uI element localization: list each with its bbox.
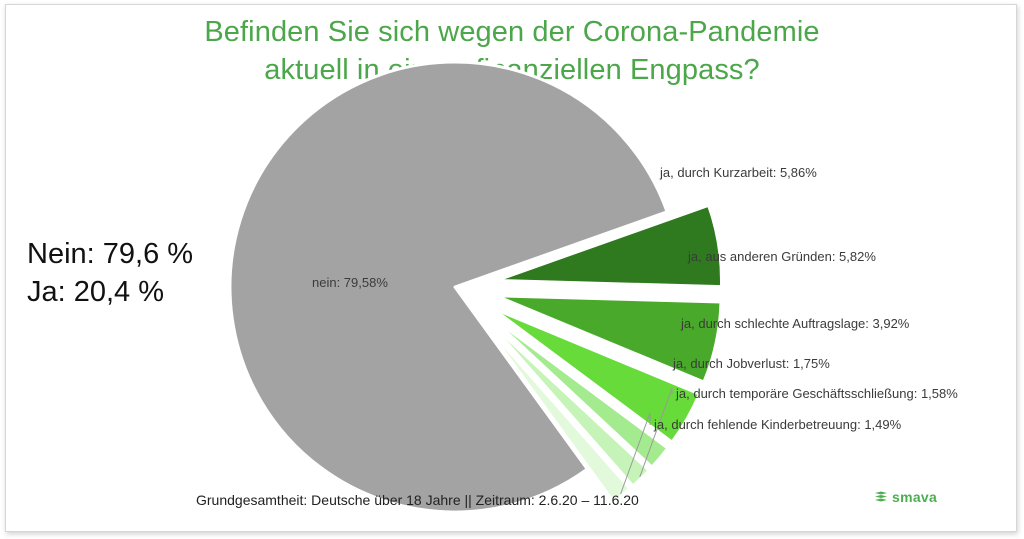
slice-label-kurzarbeit: ja, durch Kurzarbeit: 5,86% bbox=[659, 165, 817, 180]
pie-slice-andere_gruende bbox=[494, 294, 723, 384]
chart-title-line-1: Befinden Sie sich wegen der Corona-Pande… bbox=[204, 16, 820, 48]
pie-slices bbox=[228, 60, 723, 514]
brand-logo: smava bbox=[874, 489, 937, 505]
pie-slice-geschaeftsschliessung bbox=[482, 315, 651, 488]
pie-slice-jobverlust bbox=[485, 312, 670, 469]
pie-slice-kurzarbeit bbox=[494, 203, 723, 289]
pie-slice-kinderbetreuung bbox=[479, 318, 632, 504]
slice-label-auftragslage: ja, durch schlechte Auftragslage: 3,92% bbox=[680, 316, 910, 331]
slice-label-kinderbetreuung: ja, durch fehlende Kinderbetreuung: 1,49… bbox=[653, 417, 902, 432]
pie-slice-nein bbox=[228, 60, 669, 514]
slice-label-geschaeftsschliessung: ja, durch temporäre Geschäftsschließung:… bbox=[675, 386, 958, 401]
brand-name: smava bbox=[892, 489, 938, 505]
footnote: Grundgesamtheit: Deutsche über 18 Jahre … bbox=[196, 492, 639, 508]
smava-logo-icon bbox=[875, 491, 887, 502]
summary-nein: Nein: 79,6 % bbox=[27, 238, 194, 270]
slice-label-andere_gruende: ja, aus anderen Gründen: 5,82% bbox=[687, 249, 876, 264]
slice-labels: nein: 79,58% ja, durch Kurzarbeit: 5,86% j… bbox=[312, 165, 958, 432]
leader-line-kinderbetreuung bbox=[620, 412, 651, 495]
leader-line-geschaeftsschliessung bbox=[639, 387, 673, 478]
slice-label-jobverlust: ja, durch Jobverlust: 1,75% bbox=[672, 356, 830, 371]
slice-label-nein: nein: 79,58% bbox=[312, 275, 388, 290]
pie-slice-auftragslage bbox=[490, 306, 701, 444]
leader-lines bbox=[620, 387, 673, 495]
summary-ja: Ja: 20,4 % bbox=[27, 276, 165, 308]
